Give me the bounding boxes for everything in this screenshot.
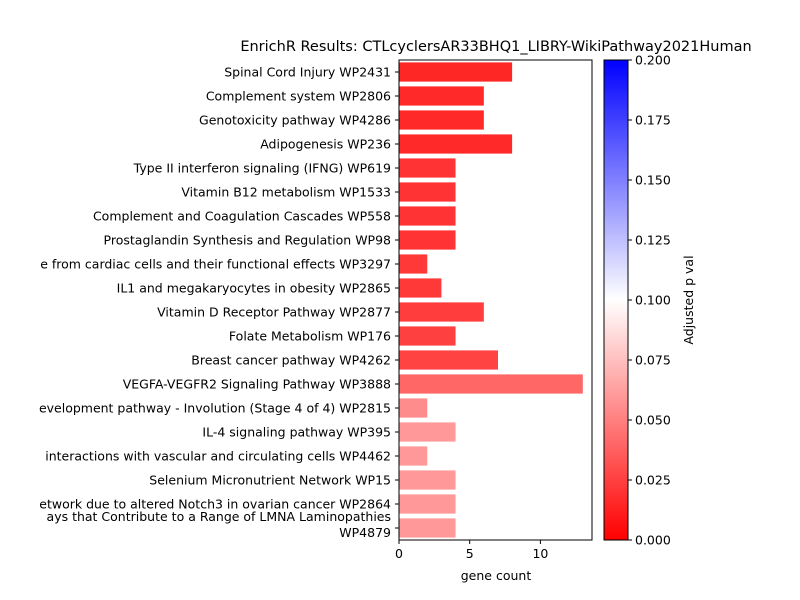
y-tick-label: Genotoxicity pathway WP4286 — [199, 113, 391, 128]
colorbar-tick-label: 0.100 — [635, 293, 671, 308]
colorbar-tick-label: 0.000 — [635, 533, 671, 548]
y-tick-label: interactions with vascular and circulati… — [45, 449, 391, 464]
y-tick-label: Complement and Coagulation Cascades WP55… — [93, 209, 391, 224]
bar — [399, 158, 456, 178]
bar — [399, 494, 456, 514]
y-tick-label: Breast cancer pathway WP4262 — [191, 353, 391, 368]
bar — [399, 350, 498, 370]
y-tick-label: Vitamin B12 metabolism WP1533 — [181, 185, 391, 200]
y-tick-label: Spinal Cord Injury WP2431 — [224, 65, 391, 80]
plot-area — [398, 59, 593, 541]
bar — [399, 86, 484, 106]
y-tick-label: VEGFA-VEGFR2 Signaling Pathway WP3888 — [123, 377, 391, 392]
colorbar-tick-label: 0.125 — [635, 233, 671, 248]
bar — [399, 254, 428, 274]
bar — [399, 302, 484, 322]
bar — [399, 446, 428, 466]
bar — [399, 398, 428, 418]
colorbar-tick-label: 0.075 — [635, 353, 671, 368]
colorbar-scale — [603, 59, 629, 541]
y-axis: Spinal Cord Injury WP2431 Complement syst… — [39, 65, 399, 540]
y-tick-label: Adipogenesis WP236 — [260, 137, 391, 152]
x-axis-label: gene count — [461, 568, 532, 583]
y-tick-label: e from cardiac cells and their functiona… — [40, 257, 391, 272]
plot-frame — [398, 59, 593, 541]
bar — [399, 62, 513, 82]
bar — [399, 422, 456, 442]
bar — [399, 326, 456, 346]
y-tick-label: Vitamin D Receptor Pathway WP2877 — [157, 305, 391, 320]
y-tick-label: ays that Contribute to a Range of LMNA L… — [47, 509, 392, 540]
colorbar: 0.000 0.025 0.050 0.075 0.100 0.125 0.150 0.175… — [603, 53, 696, 548]
bar — [399, 470, 456, 490]
y-tick-label: Selenium Micronutrient Network WP15 — [149, 473, 391, 488]
chart-title: EnrichR Results: CTLcyclersAR33BHQ1_LIBR… — [240, 39, 751, 55]
y-tick-label: IL-4 signaling pathway WP395 — [202, 425, 391, 440]
bar — [399, 182, 456, 202]
y-tick-label: Folate Metabolism WP176 — [229, 329, 391, 344]
y-tick-label: Complement system WP2806 — [206, 89, 391, 104]
y-tick-label: etwork due to altered Notch3 in ovarian … — [39, 497, 391, 512]
y-tick-label: IL1 and megakaryocytes in obesity WP2865 — [117, 281, 391, 296]
x-tick-label: 10 — [532, 546, 548, 561]
x-tick-label: 0 — [395, 546, 403, 561]
bar — [399, 278, 442, 298]
colorbar-tick-label: 0.025 — [635, 473, 671, 488]
colorbar-tick-label: 0.200 — [635, 53, 671, 68]
y-tick-label-line: WP4879 — [339, 525, 391, 540]
x-tick-label: 5 — [466, 546, 474, 561]
colorbar-tick-label: 0.175 — [635, 113, 671, 128]
colorbar-tick-label: 0.050 — [635, 413, 671, 428]
x-axis: 0 5 10 — [395, 540, 548, 561]
bar — [399, 518, 456, 538]
y-tick-label-line: ays that Contribute to a Range of LMNA L… — [47, 509, 391, 524]
bar — [399, 230, 456, 250]
bar — [399, 374, 583, 394]
colorbar-label: Adjusted p val — [681, 255, 696, 344]
bar — [399, 206, 456, 226]
colorbar-tick-label: 0.150 — [635, 173, 671, 188]
y-tick-label: evelopment pathway - Involution (Stage 4… — [39, 401, 391, 416]
y-tick-label: Prostaglandin Synthesis and Regulation W… — [104, 233, 391, 248]
bar — [399, 110, 484, 130]
y-tick-label: Type II interferon signaling (IFNG) WP61… — [133, 161, 391, 176]
bar — [399, 134, 513, 154]
